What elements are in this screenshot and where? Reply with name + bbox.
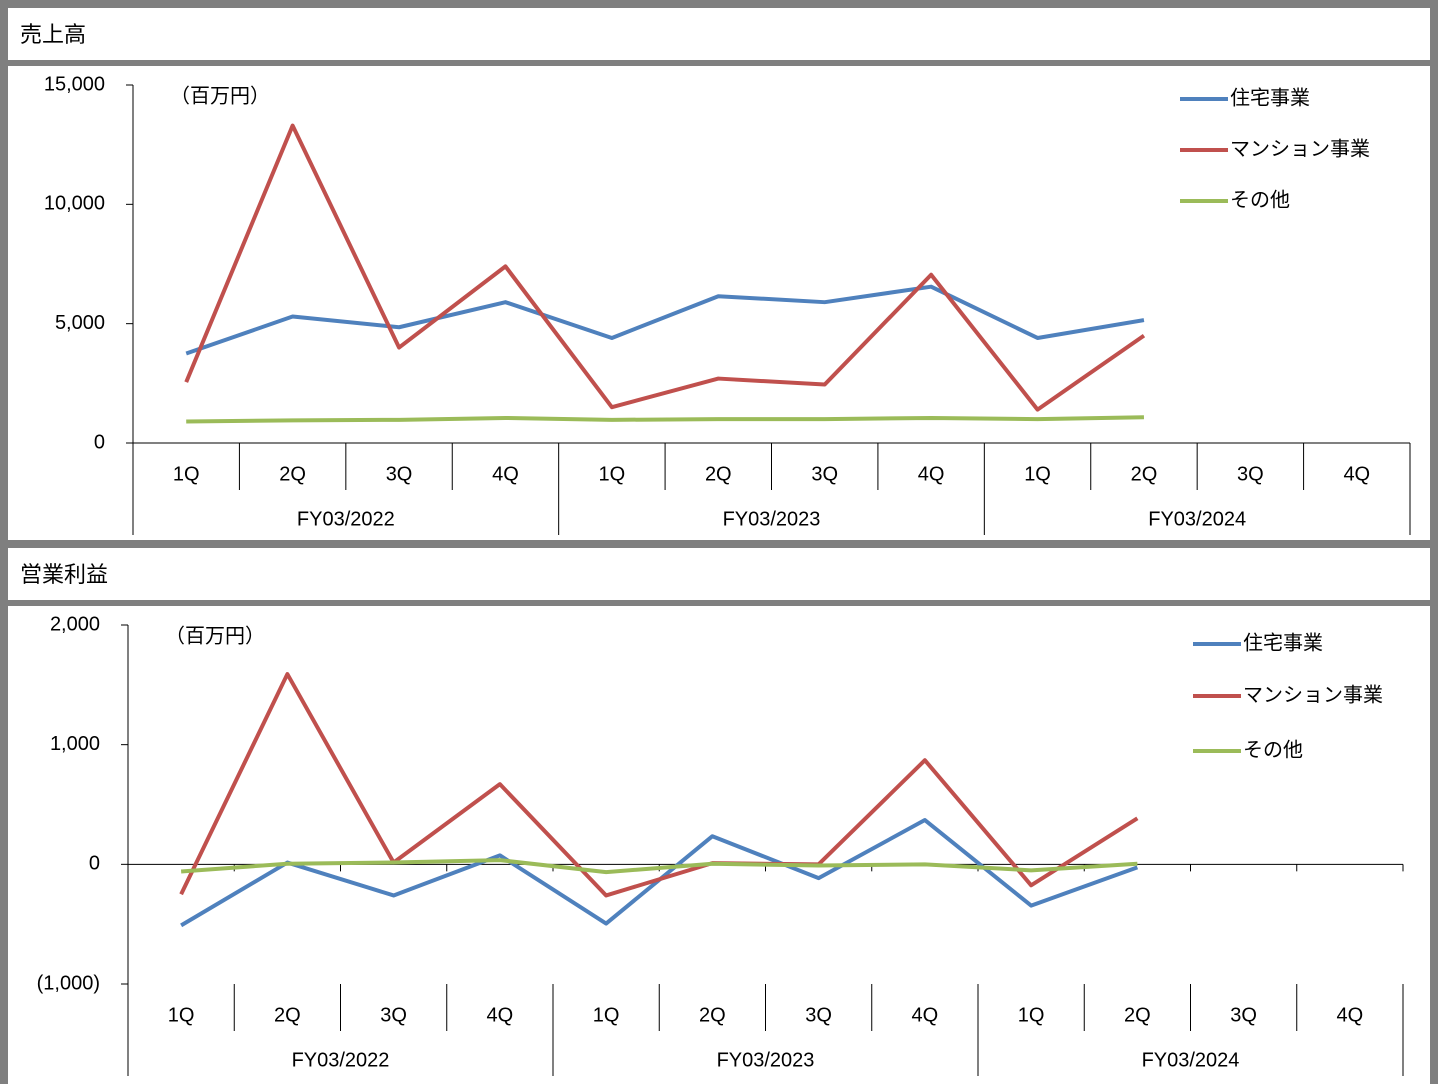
legend-label: その他 <box>1243 738 1303 761</box>
x-tick-label: 1Q <box>1018 1004 1045 1026</box>
y-tick-label: 2,000 <box>50 613 100 635</box>
x-tick-label: 4Q <box>1343 463 1370 485</box>
group-label: FY03/2023 <box>717 1049 815 1071</box>
x-tick-label: 3Q <box>380 1004 407 1026</box>
x-tick-label: 2Q <box>274 1004 301 1026</box>
x-tick-label: 4Q <box>492 463 519 485</box>
unit-label: （百万円） <box>165 624 265 647</box>
y-tick-label: 15,000 <box>44 73 105 95</box>
series-line <box>179 672 1139 898</box>
group-label: FY03/2024 <box>1142 1049 1240 1071</box>
series-line <box>186 415 1144 424</box>
legend-label: 住宅事業 <box>1243 631 1323 654</box>
x-tick-label: 3Q <box>1230 1004 1257 1026</box>
x-tick-label: 1Q <box>168 1004 195 1026</box>
chart-title: 営業利益 <box>20 562 108 587</box>
chart-title: 売上高 <box>20 22 86 47</box>
x-tick-label: 1Q <box>173 463 200 485</box>
y-tick-label: 1,000 <box>50 733 100 755</box>
x-tick-label: 2Q <box>279 463 306 485</box>
x-tick-label: 2Q <box>1131 463 1158 485</box>
series-line <box>180 858 1138 875</box>
header-2 <box>8 548 1430 600</box>
panel-2 <box>8 606 1430 1084</box>
group-label: FY03/2022 <box>292 1049 390 1071</box>
legend-label: 住宅事業 <box>1230 86 1310 109</box>
group-label: FY03/2024 <box>1148 508 1246 530</box>
x-tick-label: 3Q <box>386 463 413 485</box>
group-label: FY03/2022 <box>297 508 395 530</box>
panel-1 <box>8 66 1430 540</box>
legend-label: その他 <box>1230 188 1290 211</box>
legend-label: マンション事業 <box>1230 137 1370 160</box>
x-tick-label: 4Q <box>1337 1004 1364 1026</box>
x-tick-label: 3Q <box>811 463 838 485</box>
y-tick-label: 0 <box>89 853 100 875</box>
y-tick-label: 5,000 <box>55 312 105 334</box>
group-label: FY03/2023 <box>723 508 821 530</box>
x-tick-label: 4Q <box>918 463 945 485</box>
series-line <box>185 284 1145 356</box>
x-tick-label: 4Q <box>487 1004 514 1026</box>
series-line <box>184 123 1146 412</box>
x-tick-label: 4Q <box>912 1004 939 1026</box>
x-tick-label: 2Q <box>699 1004 726 1026</box>
x-tick-label: 2Q <box>1124 1004 1151 1026</box>
x-tick-label: 1Q <box>1024 463 1051 485</box>
y-tick-label: 10,000 <box>44 193 105 215</box>
y-tick-label: 0 <box>94 431 105 453</box>
x-tick-label: 3Q <box>1237 463 1264 485</box>
legend-label: マンション事業 <box>1243 683 1383 706</box>
header-1 <box>8 8 1430 60</box>
x-tick-label: 2Q <box>705 463 732 485</box>
x-tick-label: 1Q <box>599 463 626 485</box>
unit-label: （百万円） <box>170 84 270 107</box>
y-tick-label: (1,000) <box>37 972 100 994</box>
x-tick-label: 3Q <box>805 1004 832 1026</box>
x-tick-label: 1Q <box>593 1004 620 1026</box>
